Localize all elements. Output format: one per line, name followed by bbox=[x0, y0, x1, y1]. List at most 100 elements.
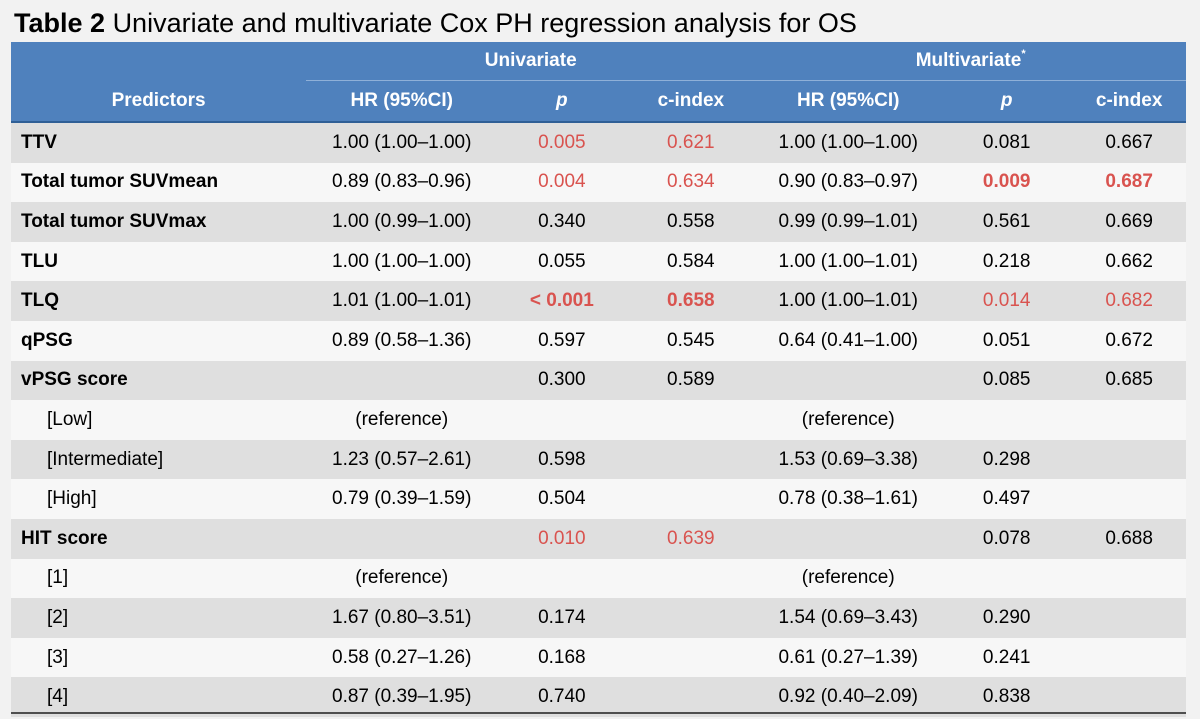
predictor-cell: TLQ bbox=[11, 281, 307, 321]
predictor-cell: TLU bbox=[11, 241, 307, 282]
uni-p-cell: 0.340 bbox=[497, 202, 627, 242]
predictor-cell: [Low] bbox=[11, 400, 307, 440]
uni-cindex-cell: 0.545 bbox=[626, 320, 756, 361]
predictor-cell: Total tumor SUVmean bbox=[11, 162, 307, 203]
table-row: TLQ 1.01 (1.00–1.01) < 0.001 0.658 1.00 … bbox=[11, 281, 1186, 321]
multi-hr-cell: 0.92 (0.40–2.09) bbox=[755, 677, 942, 717]
table-label: Table 2 bbox=[14, 8, 106, 38]
multi-p-cell: 0.838 bbox=[941, 677, 1073, 717]
predictor-cell: [High] bbox=[11, 479, 307, 519]
multi-cindex-cell: 0.682 bbox=[1072, 281, 1186, 321]
uni-hr-cell: (reference) bbox=[306, 558, 498, 599]
uni-cindex-cell bbox=[626, 400, 756, 440]
table-row: [4] 0.87 (0.39–1.95) 0.740 0.92 (0.40–2.… bbox=[11, 677, 1186, 717]
multi-hr-cell: 1.53 (0.69–3.38) bbox=[755, 439, 942, 480]
predictor-cell: TTV bbox=[11, 122, 307, 163]
uni-p-cell: 0.504 bbox=[497, 479, 627, 519]
predictor-cell: HIT score bbox=[11, 518, 307, 559]
table-row: [2] 1.67 (0.80–3.51) 0.174 1.54 (0.69–3.… bbox=[11, 598, 1186, 638]
predictor-cell: [3] bbox=[11, 637, 307, 678]
multi-p-cell bbox=[941, 400, 1073, 440]
header-blank bbox=[11, 42, 307, 81]
predictor-cell: qPSG bbox=[11, 320, 307, 361]
multi-cindex-cell bbox=[1072, 400, 1186, 440]
uni-cindex-cell bbox=[626, 558, 756, 599]
multi-hr-cell: 1.00 (1.00–1.00) bbox=[755, 122, 942, 163]
multi-cindex-cell: 0.688 bbox=[1072, 518, 1186, 559]
predictor-cell: [4] bbox=[11, 677, 307, 717]
uni-hr-cell: 1.23 (0.57–2.61) bbox=[306, 439, 498, 480]
uni-cindex-cell bbox=[626, 439, 756, 480]
multi-p-cell: 0.014 bbox=[941, 281, 1073, 321]
col-header-multi-hr: HR (95%CI) bbox=[755, 80, 942, 123]
uni-cindex-cell bbox=[626, 677, 756, 717]
multi-p-cell: 0.081 bbox=[941, 122, 1073, 163]
uni-hr-cell: (reference) bbox=[306, 400, 498, 440]
multi-p-cell: 0.561 bbox=[941, 202, 1073, 242]
uni-hr-cell: 0.89 (0.83–0.96) bbox=[306, 162, 498, 203]
multi-hr-cell: 0.99 (0.99–1.01) bbox=[755, 202, 942, 242]
uni-p-cell: 0.010 bbox=[497, 518, 627, 559]
table-title: Table 2 Univariate and multivariate Cox … bbox=[14, 4, 857, 42]
multi-cindex-cell bbox=[1072, 637, 1186, 678]
uni-cindex-cell: 0.584 bbox=[626, 241, 756, 282]
multi-p-cell: 0.085 bbox=[941, 360, 1073, 401]
multi-cindex-cell: 0.672 bbox=[1072, 320, 1186, 361]
multi-hr-cell: 0.90 (0.83–0.97) bbox=[755, 162, 942, 203]
multi-p-cell bbox=[941, 558, 1073, 599]
uni-cindex-cell bbox=[626, 637, 756, 678]
uni-p-cell: 0.598 bbox=[497, 439, 627, 480]
multi-cindex-cell: 0.669 bbox=[1072, 202, 1186, 242]
uni-hr-cell: 1.67 (0.80–3.51) bbox=[306, 598, 498, 638]
uni-cindex-cell: 0.621 bbox=[626, 122, 756, 163]
col-header-predictors: Predictors bbox=[11, 80, 307, 123]
multi-hr-cell bbox=[755, 360, 942, 401]
multi-p-cell: 0.290 bbox=[941, 598, 1073, 638]
multi-hr-cell bbox=[755, 518, 942, 559]
uni-hr-cell bbox=[306, 518, 498, 559]
table-row: qPSG 0.89 (0.58–1.36) 0.597 0.545 0.64 (… bbox=[11, 320, 1186, 361]
uni-hr-cell: 0.87 (0.39–1.95) bbox=[306, 677, 498, 717]
multi-hr-cell: 0.64 (0.41–1.00) bbox=[755, 320, 942, 361]
col-header-multi-p: p bbox=[941, 80, 1073, 123]
predictor-cell: Total tumor SUVmax bbox=[11, 202, 307, 242]
multi-p-cell: 0.051 bbox=[941, 320, 1073, 361]
multi-p-cell: 0.497 bbox=[941, 479, 1073, 519]
uni-cindex-cell: 0.658 bbox=[626, 281, 756, 321]
multi-cindex-cell bbox=[1072, 439, 1186, 480]
results-table-container: Univariate Multivariate* Predictors HR (… bbox=[11, 42, 1186, 717]
uni-cindex-cell: 0.558 bbox=[626, 202, 756, 242]
multi-hr-cell: 1.00 (1.00–1.01) bbox=[755, 241, 942, 282]
uni-p-cell: 0.597 bbox=[497, 320, 627, 361]
uni-p-cell bbox=[497, 400, 627, 440]
predictor-cell: vPSG score bbox=[11, 360, 307, 401]
multi-hr-cell: 1.54 (0.69–3.43) bbox=[755, 598, 942, 638]
multi-hr-cell: 0.61 (0.27–1.39) bbox=[755, 637, 942, 678]
table-row: Total tumor SUVmax 1.00 (0.99–1.00) 0.34… bbox=[11, 202, 1186, 242]
multi-cindex-cell: 0.685 bbox=[1072, 360, 1186, 401]
multi-cindex-cell bbox=[1072, 479, 1186, 519]
multi-cindex-cell: 0.667 bbox=[1072, 122, 1186, 163]
table-row: HIT score 0.010 0.639 0.078 0.688 bbox=[11, 518, 1186, 559]
uni-hr-cell bbox=[306, 360, 498, 401]
results-table: Univariate Multivariate* Predictors HR (… bbox=[11, 42, 1186, 717]
uni-cindex-cell: 0.589 bbox=[626, 360, 756, 401]
uni-p-cell: 0.174 bbox=[497, 598, 627, 638]
table-row: [Intermediate] 1.23 (0.57–2.61) 0.598 1.… bbox=[11, 439, 1186, 480]
uni-p-cell: 0.055 bbox=[497, 241, 627, 282]
table-row: vPSG score 0.300 0.589 0.085 0.685 bbox=[11, 360, 1186, 401]
table-row: [1] (reference) (reference) bbox=[11, 558, 1186, 599]
table-row: TTV 1.00 (1.00–1.00) 0.005 0.621 1.00 (1… bbox=[11, 122, 1186, 163]
uni-p-cell: 0.004 bbox=[497, 162, 627, 203]
uni-cindex-cell bbox=[626, 598, 756, 638]
multi-cindex-cell bbox=[1072, 598, 1186, 638]
uni-p-cell: 0.300 bbox=[497, 360, 627, 401]
multivariate-label: Multivariate bbox=[915, 50, 1022, 71]
uni-hr-cell: 0.58 (0.27–1.26) bbox=[306, 637, 498, 678]
predictor-cell: [1] bbox=[11, 558, 307, 599]
table-row: TLU 1.00 (1.00–1.00) 0.055 0.584 1.00 (1… bbox=[11, 241, 1186, 282]
uni-p-cell bbox=[497, 558, 627, 599]
uni-hr-cell: 1.00 (1.00–1.00) bbox=[306, 241, 498, 282]
multi-cindex-cell bbox=[1072, 558, 1186, 599]
multi-cindex-cell: 0.687 bbox=[1072, 162, 1186, 203]
